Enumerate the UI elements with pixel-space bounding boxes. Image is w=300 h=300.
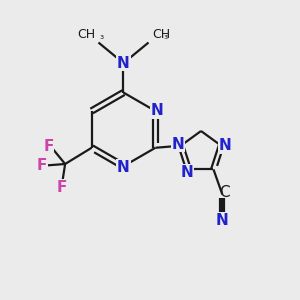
Text: N: N	[151, 103, 163, 118]
Text: N: N	[117, 56, 130, 70]
Text: ₃: ₃	[164, 31, 168, 41]
Text: CH: CH	[77, 28, 95, 41]
Text: F: F	[57, 180, 68, 195]
Text: CH: CH	[152, 28, 170, 41]
Text: ₃: ₃	[100, 31, 104, 41]
Text: N: N	[218, 138, 231, 153]
Text: C: C	[219, 184, 230, 200]
Text: N: N	[172, 137, 184, 152]
Text: F: F	[43, 139, 53, 154]
Text: F: F	[36, 158, 47, 173]
Text: N: N	[216, 212, 229, 227]
Text: N: N	[181, 165, 194, 180]
Text: N: N	[117, 160, 130, 175]
